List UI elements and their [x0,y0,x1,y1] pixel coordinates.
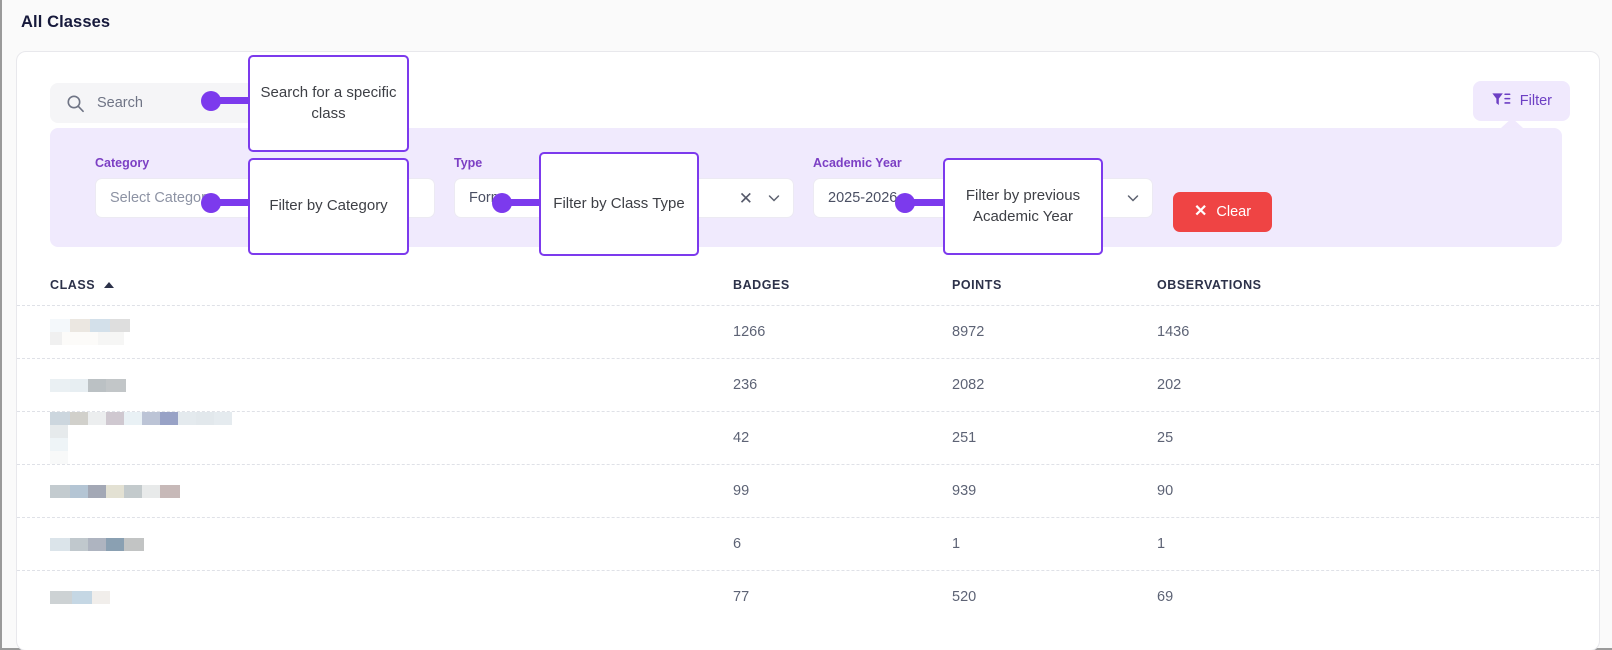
callout-stem-category [217,199,257,206]
table-row[interactable]: 6 1 1 [17,517,1599,570]
clear-button-label: Clear [1216,204,1252,220]
redacted-class-name [50,319,250,345]
cell-observations: 90 [1157,483,1174,499]
classes-table: CLASS BADGES POINTS OBSERVATIONS 1266 897… [17,265,1599,623]
cell-observations: 69 [1157,589,1174,605]
cell-points: 251 [952,430,977,446]
chevron-down-icon[interactable] [1126,191,1140,205]
page-title: All Classes [21,13,111,31]
sort-asc-arrow-icon [104,282,115,288]
redacted-class-name [50,412,250,464]
filter-button[interactable]: Filter [1472,81,1570,121]
cell-class [50,412,733,464]
redacted-class-name [50,484,250,498]
redacted-class-name [50,378,250,392]
cell-points: 2082 [952,377,985,393]
callout-category: Filter by Category [248,158,409,255]
cell-observations: 202 [1157,377,1182,393]
table-header-row: CLASS BADGES POINTS OBSERVATIONS [17,265,1599,305]
callout-anchor-type [492,193,512,213]
table-row[interactable]: 77 520 69 [17,570,1599,623]
filter-funnel-icon [1491,91,1511,111]
type-filter-label: Type [454,156,483,170]
column-header-observations[interactable]: OBSERVATIONS [1157,278,1262,292]
close-x-icon: ✕ [1193,203,1208,220]
search-icon [66,94,85,113]
table-body: 1266 8972 1436 236 2082 202 42 251 25 99 939 90 6 1 1 7… [17,305,1599,623]
table-row[interactable]: 42 251 25 [17,411,1599,464]
search-placeholder-text: Search [97,95,143,111]
column-header-class[interactable]: CLASS [50,278,733,292]
cell-class [50,484,733,498]
callout-stem-search [217,97,257,104]
cell-badges: 77 [733,589,750,605]
academic-year-select-value: 2025-2026 [828,190,898,206]
callout-academic-year: Filter by previous Academic Year [943,158,1103,255]
all-classes-card: Search Filter Category Select Category [16,51,1600,650]
cell-points: 939 [952,483,977,499]
cell-class [50,537,733,551]
redacted-class-name [50,590,250,604]
cell-points: 520 [952,589,977,605]
cell-observations: 1 [1157,536,1166,552]
cell-class [50,590,733,604]
cell-badges: 42 [733,430,750,446]
column-header-class-label: CLASS [50,278,96,292]
cell-badges: 6 [733,536,742,552]
table-row[interactable]: 99 939 90 [17,464,1599,517]
academic-year-filter-label: Academic Year [813,156,902,170]
chevron-down-icon[interactable] [767,191,781,205]
callout-type: Filter by Class Type [539,152,699,256]
callout-anchor-category [201,193,221,213]
cell-points: 8972 [952,324,985,340]
callout-stem-type [508,199,548,206]
cell-badges: 99 [733,483,750,499]
redacted-class-name [50,537,250,551]
cell-class [50,319,733,345]
callout-search: Search for a specific class [248,55,409,152]
category-select-value: Select Category [110,190,214,206]
filter-button-label: Filter [1519,93,1552,109]
callout-stem-academic-year [911,199,951,206]
column-header-points[interactable]: POINTS [952,278,1002,292]
callout-anchor-search [201,91,221,111]
callout-anchor-academic-year [895,193,915,213]
cell-observations: 1436 [1157,324,1190,340]
clear-filters-button[interactable]: ✕ Clear [1173,192,1272,232]
cell-observations: 25 [1157,430,1174,446]
table-row[interactable]: 236 2082 202 [17,358,1599,411]
filter-panel-caret [1501,118,1523,128]
cell-class [50,378,733,392]
cell-points: 1 [952,536,961,552]
close-x-icon[interactable]: ✕ [738,188,753,208]
cell-badges: 236 [733,377,758,393]
column-header-badges[interactable]: BADGES [733,278,790,292]
category-filter-label: Category [95,156,150,170]
cell-badges: 1266 [733,324,766,340]
table-row[interactable]: 1266 8972 1436 [17,305,1599,358]
